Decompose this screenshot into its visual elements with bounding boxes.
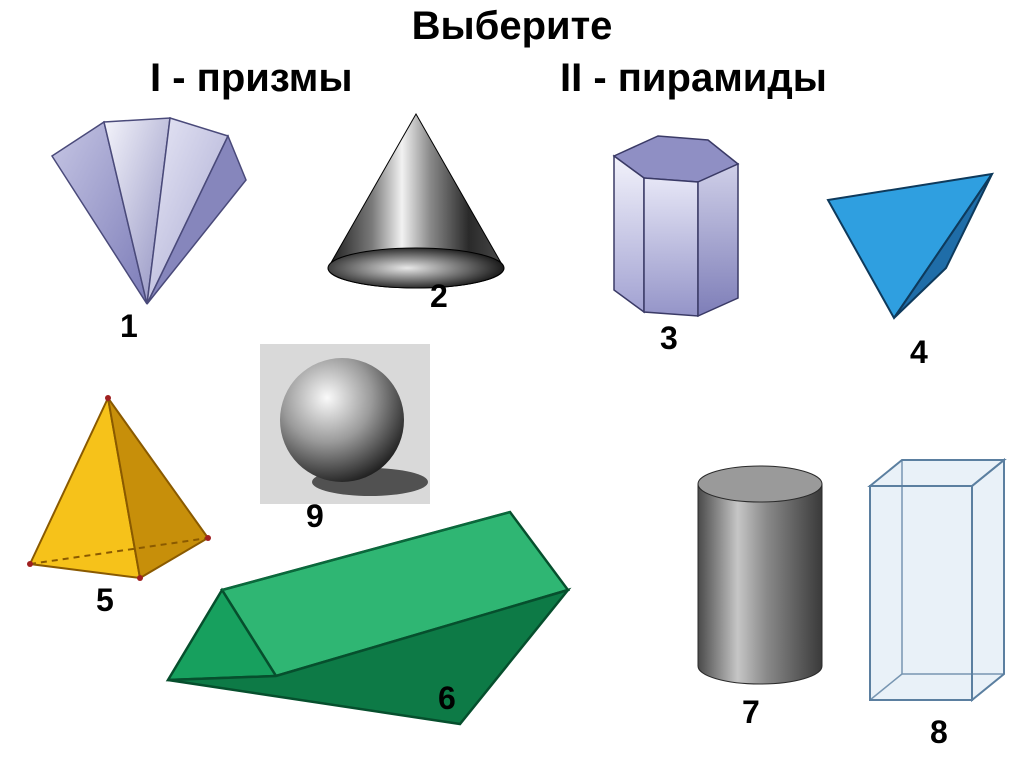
label-8: 8 [930,714,948,751]
label-9: 9 [306,498,324,535]
shape-2-cone [316,110,516,290]
label-7: 7 [742,694,760,731]
title-top: Выберите [0,4,1024,49]
title-left: I - призмы [150,56,352,101]
shape-3-hex-prism [588,126,758,326]
title-right: II - пирамиды [560,56,827,101]
label-1: 1 [120,308,138,345]
shape-8-cuboid [860,450,1010,710]
shape-6-tri-prism [160,500,580,740]
label-6: 6 [438,680,456,717]
shape-7-cylinder [690,460,830,690]
shape-9-sphere [260,344,430,504]
shape-4-tri-pyramid [820,150,1000,330]
shape-1-inverted-pyramid [42,114,252,314]
label-3: 3 [660,320,678,357]
stage: Выберите I - призмы II - пирамиды [0,0,1024,767]
label-5: 5 [96,582,114,619]
label-2: 2 [430,278,448,315]
label-4: 4 [910,334,928,371]
